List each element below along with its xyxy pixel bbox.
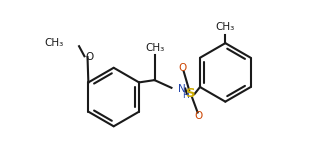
Text: S: S xyxy=(186,88,196,101)
Text: CH₃: CH₃ xyxy=(216,22,235,32)
Text: H: H xyxy=(182,91,189,100)
Text: O: O xyxy=(179,63,187,73)
Text: N: N xyxy=(178,84,185,94)
Text: CH₃: CH₃ xyxy=(145,43,164,53)
Text: O: O xyxy=(194,111,203,121)
Text: O: O xyxy=(85,52,93,62)
Text: CH₃: CH₃ xyxy=(45,38,64,48)
